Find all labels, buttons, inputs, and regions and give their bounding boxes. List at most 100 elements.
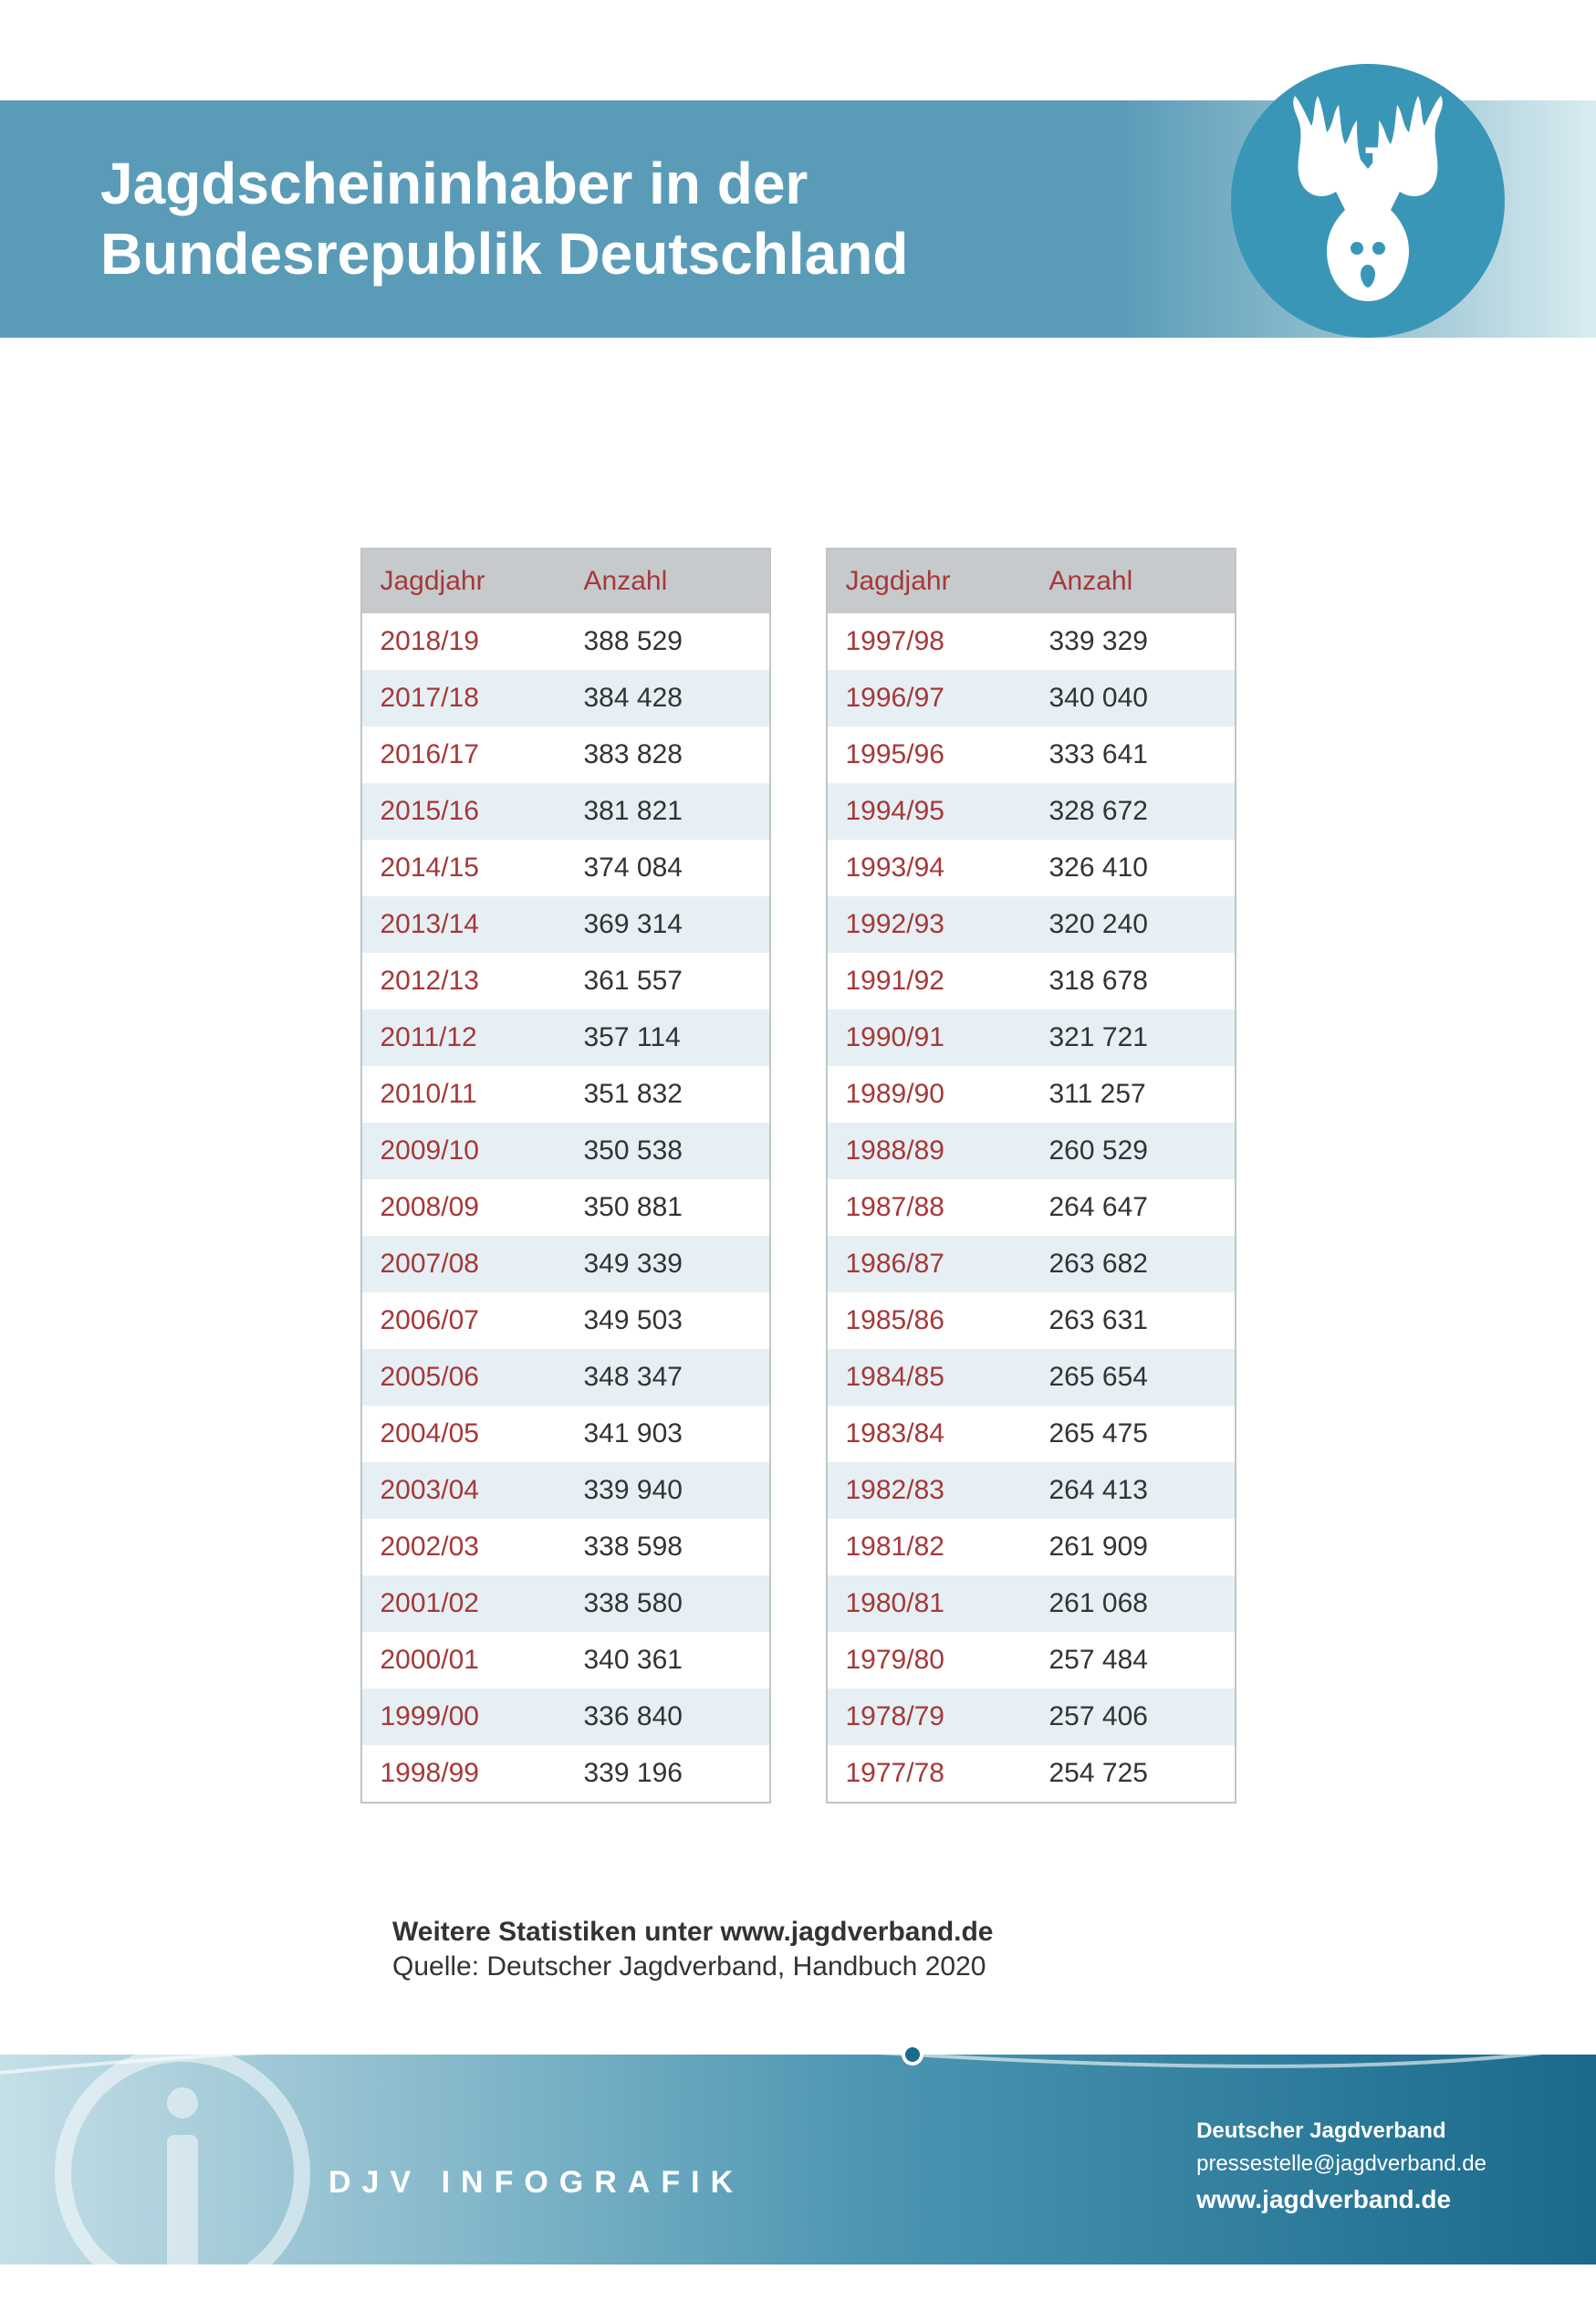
cell-count: 260 529 [1031,1123,1236,1179]
table-row: 1979/80257 484 [827,1632,1236,1689]
footer-brand-text: DJV INFOGRAFIK [329,2165,744,2201]
table-row: 2004/05341 903 [361,1406,770,1462]
cell-count: 374 084 [566,840,770,896]
cell-year: 2018/19 [361,613,566,670]
table-row: 2005/06348 347 [361,1349,770,1406]
table-row: 2009/10350 538 [361,1123,770,1179]
cell-year: 2002/03 [361,1519,566,1575]
table-row: 1995/96333 641 [827,727,1236,783]
table-container: Jagdjahr Anzahl 2018/19388 5292017/18384… [0,548,1596,1804]
cell-year: 1982/83 [827,1462,1031,1519]
cell-year: 1980/81 [827,1575,1031,1632]
cell-count: 318 678 [1031,953,1236,1009]
table-row: 1992/93320 240 [827,896,1236,953]
info-icon [55,2045,310,2301]
cell-count: 339 329 [1031,613,1236,670]
table-row: 1994/95328 672 [827,783,1236,840]
cell-count: 263 682 [1031,1236,1236,1292]
djv-logo: DJV [1231,64,1505,338]
cell-count: 265 654 [1031,1349,1236,1406]
cell-year: 2017/18 [361,670,566,727]
table-row: 1993/94326 410 [827,840,1236,896]
table-row: 2012/13361 557 [361,953,770,1009]
cell-count: 349 503 [566,1292,770,1349]
cell-year: 1990/91 [827,1009,1031,1066]
page-title: Jagdscheininhaber in der Bundesrepublik … [100,149,908,289]
cell-count: 381 821 [566,783,770,840]
cell-year: 1999/00 [361,1689,566,1745]
cell-year: 1985/86 [827,1292,1031,1349]
table-row: 1996/97340 040 [827,670,1236,727]
cell-count: 264 413 [1031,1462,1236,1519]
cell-year: 2012/13 [361,953,566,1009]
footer-contact: Deutscher Jagdverband pressestelle@jagdv… [1196,2115,1486,2219]
footer-email: pressestelle@jagdverband.de [1196,2148,1486,2181]
table-row: 1986/87263 682 [827,1236,1236,1292]
cell-year: 2014/15 [361,840,566,896]
cell-year: 2013/14 [361,896,566,953]
table-header-row: Jagdjahr Anzahl [827,549,1236,613]
cell-count: 388 529 [566,613,770,670]
cell-count: 341 903 [566,1406,770,1462]
cell-count: 254 725 [1031,1745,1236,1803]
table-row: 2015/16381 821 [361,783,770,840]
cell-count: 320 240 [1031,896,1236,953]
cell-year: 2015/16 [361,783,566,840]
cell-year: 2001/02 [361,1575,566,1632]
table-row: 1977/78254 725 [827,1745,1236,1803]
table-row: 1999/00336 840 [361,1689,770,1745]
cell-count: 333 641 [1031,727,1236,783]
cell-year: 1992/93 [827,896,1031,953]
cell-count: 348 347 [566,1349,770,1406]
deer-icon [1249,82,1486,319]
cell-year: 1995/96 [827,727,1031,783]
table-row: 2001/02338 580 [361,1575,770,1632]
table-row: 2016/17383 828 [361,727,770,783]
table-row: 1980/81261 068 [827,1575,1236,1632]
cell-year: 2007/08 [361,1236,566,1292]
cell-count: 261 909 [1031,1519,1236,1575]
cell-year: 2000/01 [361,1632,566,1689]
table-row: 1997/98339 329 [827,613,1236,670]
cell-count: 351 832 [566,1066,770,1123]
table-row: 2002/03338 598 [361,1519,770,1575]
cell-year: 1981/82 [827,1519,1031,1575]
table-row: 1981/82261 909 [827,1519,1236,1575]
cell-year: 1978/79 [827,1689,1031,1745]
cell-count: 336 840 [566,1689,770,1745]
cell-year: 2004/05 [361,1406,566,1462]
cell-count: 265 475 [1031,1406,1236,1462]
cell-count: 326 410 [1031,840,1236,896]
cell-count: 339 940 [566,1462,770,1519]
cell-year: 2003/04 [361,1462,566,1519]
cell-count: 328 672 [1031,783,1236,840]
cell-year: 1989/90 [827,1066,1031,1123]
cell-year: 1991/92 [827,953,1031,1009]
cell-count: 339 196 [566,1745,770,1803]
table-row: 2007/08349 339 [361,1236,770,1292]
column-header-count: Anzahl [566,549,770,613]
cell-count: 257 484 [1031,1632,1236,1689]
table-row: 1988/89260 529 [827,1123,1236,1179]
table-row: 2017/18384 428 [361,670,770,727]
table-row: 1978/79257 406 [827,1689,1236,1745]
title-line-1: Jagdscheininhaber in der [100,151,808,216]
title-line-2: Bundesrepublik Deutschland [100,221,908,287]
table-row: 1998/99339 196 [361,1745,770,1803]
table-header-row: Jagdjahr Anzahl [361,549,770,613]
table-row: 1987/88264 647 [827,1179,1236,1236]
cell-count: 263 631 [1031,1292,1236,1349]
table-row: 1982/83264 413 [827,1462,1236,1519]
table-row: 2008/09350 881 [361,1179,770,1236]
cell-count: 384 428 [566,670,770,727]
table-row: 2006/07349 503 [361,1292,770,1349]
cell-count: 357 114 [566,1009,770,1066]
cell-count: 321 721 [1031,1009,1236,1066]
table-row: 1985/86263 631 [827,1292,1236,1349]
table-row: 1983/84265 475 [827,1406,1236,1462]
cell-year: 2006/07 [361,1292,566,1349]
cell-count: 264 647 [1031,1179,1236,1236]
table-row: 2011/12357 114 [361,1009,770,1066]
cell-year: 1993/94 [827,840,1031,896]
cell-count: 261 068 [1031,1575,1236,1632]
